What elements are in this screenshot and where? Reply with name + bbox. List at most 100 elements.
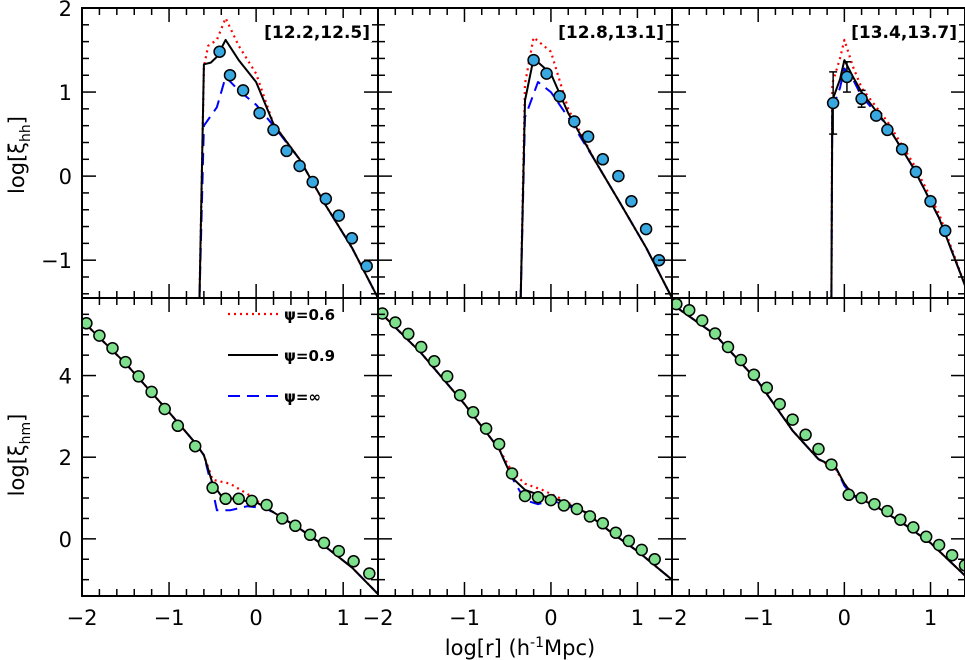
data-point bbox=[289, 519, 302, 533]
panels-layer: −1 0 1 2 [12.2,12.5] 0 2 4 −2 −1 0 1 [12.8,13.1] −2 −1… bbox=[41, 0, 965, 630]
x-tick-label: 0 bbox=[249, 606, 262, 630]
panel-hm-2: −2 −1 0 1 bbox=[363, 297, 673, 630]
panel-label-bg bbox=[272, 18, 372, 42]
data-point bbox=[466, 406, 480, 419]
data-point bbox=[609, 526, 623, 539]
data-point bbox=[260, 498, 273, 512]
data-point bbox=[869, 109, 883, 122]
data-point bbox=[938, 224, 952, 238]
legend-label: ψ=∞ bbox=[284, 388, 321, 406]
legend-label: ψ=0.9 bbox=[284, 347, 335, 365]
data-point bbox=[106, 341, 119, 355]
data-point bbox=[682, 303, 696, 317]
x-tick-label: −2 bbox=[67, 606, 98, 630]
y-tick-label: 4 bbox=[59, 365, 72, 389]
plot-area bbox=[378, 307, 672, 581]
series-line-psi-0-6 bbox=[198, 17, 378, 298]
panel-label-bg bbox=[566, 18, 666, 42]
data-point bbox=[622, 534, 636, 548]
data-point bbox=[505, 467, 519, 480]
data-point bbox=[223, 68, 237, 82]
data-point bbox=[826, 96, 840, 110]
x-axis-title: log[r] (h-1Mpc) bbox=[445, 635, 595, 660]
data-point bbox=[253, 106, 266, 120]
data-point bbox=[378, 307, 389, 320]
data-point bbox=[360, 259, 373, 273]
data-point bbox=[708, 327, 722, 340]
panel-hm-1: 0 2 4 −2 −1 0 1 bbox=[59, 297, 379, 630]
data-point bbox=[293, 159, 306, 173]
data-point bbox=[842, 488, 855, 502]
data-point bbox=[267, 123, 280, 137]
data-point bbox=[825, 458, 838, 471]
data-point bbox=[894, 513, 907, 526]
data-point bbox=[596, 517, 610, 530]
y-tick-label: 0 bbox=[59, 165, 72, 189]
series-line-psi-0-9 bbox=[830, 59, 965, 298]
data-point bbox=[612, 169, 625, 183]
panel-hh-1: −1 0 1 2 [12.2,12.5] bbox=[41, 0, 379, 299]
data-point bbox=[909, 165, 923, 179]
axis-labels: log[r] (h-1Mpc) log[ξhh] log[ξhm] bbox=[5, 116, 595, 660]
data-point bbox=[531, 490, 545, 504]
panel-frame bbox=[671, 297, 965, 597]
data-point bbox=[635, 543, 648, 557]
panel-hm-3: −2 −1 0 1 bbox=[657, 297, 965, 630]
series-line-psi-0-9 bbox=[198, 38, 378, 298]
series-line-psi-inf bbox=[519, 81, 672, 298]
data-point bbox=[812, 442, 825, 456]
data-point bbox=[786, 413, 799, 426]
data-point bbox=[958, 559, 965, 572]
data-point bbox=[82, 317, 93, 330]
plot-area bbox=[826, 38, 965, 298]
legend-label: ψ=0.6 bbox=[284, 306, 335, 324]
x-tick-label: 0 bbox=[838, 606, 851, 630]
data-point bbox=[427, 355, 441, 368]
panel-mass-label: [12.8,13.1] bbox=[558, 23, 664, 43]
x-tick-label: 1 bbox=[631, 606, 644, 630]
data-point bbox=[145, 385, 158, 399]
x-tick-label: −1 bbox=[743, 606, 774, 630]
series-line-psi-0-9 bbox=[519, 57, 672, 298]
data-point bbox=[275, 512, 289, 525]
data-point bbox=[414, 340, 428, 354]
data-point bbox=[232, 492, 245, 506]
data-point bbox=[518, 489, 532, 503]
data-point bbox=[527, 53, 540, 67]
data-point bbox=[840, 70, 854, 84]
data-point bbox=[363, 567, 376, 580]
data-point bbox=[648, 553, 661, 566]
data-point bbox=[760, 381, 774, 395]
data-point bbox=[881, 123, 894, 137]
data-point bbox=[132, 370, 145, 383]
y-tick-label: 2 bbox=[59, 0, 72, 21]
data-point bbox=[625, 195, 638, 208]
data-point bbox=[303, 528, 317, 542]
data-point bbox=[907, 521, 920, 534]
data-point bbox=[306, 175, 319, 189]
data-point bbox=[773, 397, 786, 411]
plot-area bbox=[519, 36, 672, 298]
data-point bbox=[544, 493, 558, 507]
panel-label-bg bbox=[859, 18, 959, 42]
data-point bbox=[440, 370, 454, 383]
data-point bbox=[855, 92, 868, 106]
y-axis-title-hh: log[ξhh] bbox=[5, 116, 34, 194]
data-point bbox=[919, 530, 933, 544]
plot-area bbox=[82, 317, 378, 595]
panel-mass-label: [12.2,12.5] bbox=[264, 23, 370, 43]
data-point bbox=[219, 492, 232, 506]
data-point bbox=[583, 510, 597, 523]
data-point bbox=[721, 340, 735, 354]
data-point bbox=[557, 499, 571, 512]
panel-hh-2: [12.8,13.1] bbox=[377, 7, 673, 299]
series-line-psi-inf bbox=[198, 75, 378, 298]
panel-mass-label: [13.4,13.7] bbox=[851, 23, 957, 43]
data-point bbox=[799, 428, 812, 442]
x-tick-label: 1 bbox=[336, 606, 349, 630]
x-tick-label: 0 bbox=[544, 606, 557, 630]
data-point bbox=[695, 314, 709, 327]
data-point bbox=[895, 142, 909, 156]
data-point bbox=[734, 353, 748, 367]
